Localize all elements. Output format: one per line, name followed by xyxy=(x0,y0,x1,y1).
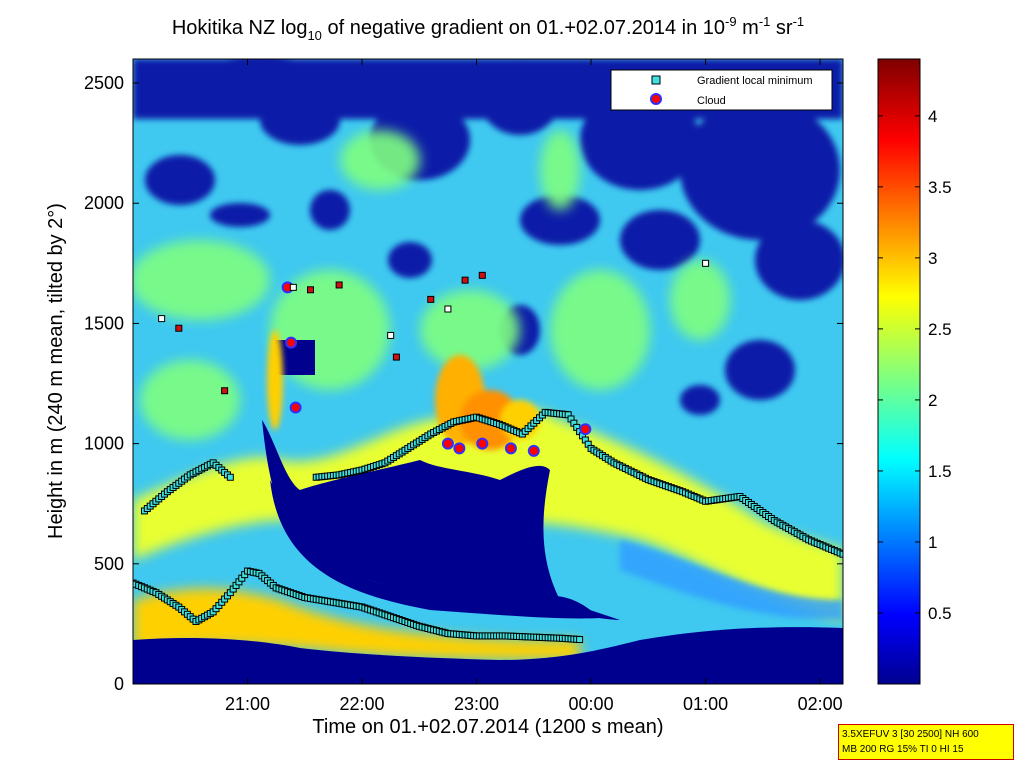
upper-minimum-marker xyxy=(392,353,400,361)
x-tick-label: 23:00 xyxy=(454,694,499,714)
upper-minimum-marker xyxy=(221,387,229,395)
colorbar-tick-label: 3.5 xyxy=(928,178,952,197)
heatmap-field xyxy=(133,59,843,684)
y-axis-title: Height in m (240 m mean, tilted by 2°) xyxy=(45,203,67,539)
cloud-marker xyxy=(527,444,540,457)
colorbar-tick-label: 1 xyxy=(928,533,937,552)
x-tick-label: 01:00 xyxy=(683,694,728,714)
upper-minimum-marker xyxy=(289,283,297,291)
cloud-marker xyxy=(453,442,466,455)
y-axis: 0 500 1000 1500 2000 2500 xyxy=(84,73,843,694)
x-tick-label: 22:00 xyxy=(340,694,385,714)
x-tick-label: 02:00 xyxy=(798,694,843,714)
y-tick-label: 2000 xyxy=(84,193,124,213)
legend-label-cloud: Cloud xyxy=(697,95,726,107)
upper-minimum-marker xyxy=(158,315,166,323)
cloud-marker xyxy=(289,401,302,414)
plot-frame xyxy=(132,58,844,685)
upper-minimum-marker xyxy=(307,286,314,294)
gradient-minimum-marker xyxy=(839,550,843,558)
y-tick-label: 1500 xyxy=(84,313,124,333)
legend: Gradient local minimum Cloud xyxy=(610,69,833,111)
colorbar-tick-label: 3 xyxy=(928,249,937,268)
info-line-1: 3.5XEFUV 3 [30 2500] NH 600 xyxy=(842,729,979,740)
y-tick-label: 2500 xyxy=(84,73,124,93)
colorbar-tick-label: 2 xyxy=(928,391,937,410)
y-tick-label: 0 xyxy=(114,674,124,694)
gradient-minimum-marker xyxy=(576,636,584,644)
x-tick-label: 00:00 xyxy=(569,694,614,714)
x-tick-label: 21:00 xyxy=(225,694,270,714)
legend-marker-cloud xyxy=(650,93,662,105)
upper-minimum-marker xyxy=(702,259,710,267)
upper-minimum-marker xyxy=(478,271,486,279)
cloud-marker xyxy=(285,336,298,349)
cloud-marker xyxy=(476,437,489,450)
cloud-marker xyxy=(441,437,454,450)
colorbar-tick-label: 2.5 xyxy=(928,320,952,339)
cloud-marker xyxy=(579,423,592,436)
series-layer xyxy=(133,259,843,644)
upper-minimum-marker xyxy=(387,331,395,339)
colorbar: 0.5 1 1.5 2 2.5 3 3.5 4 xyxy=(877,58,952,685)
x-axis: 21:00 22:00 23:00 00:00 01:00 02:00 xyxy=(225,59,843,714)
colorbar-ticks: 0.5 1 1.5 2 2.5 3 3.5 4 xyxy=(878,107,952,623)
colorbar-tick-label: 4 xyxy=(928,107,937,126)
gradient-minimum-marker xyxy=(226,473,234,481)
upper-minimum-marker xyxy=(427,295,435,303)
colorbar-tick-label: 1.5 xyxy=(928,462,952,481)
info-box: 3.5XEFUV 3 [30 2500] NH 600 MB 200 RG 15… xyxy=(838,724,1014,760)
y-tick-label: 500 xyxy=(94,554,124,574)
info-line-2: MB 200 RG 15% TI 0 HI 15 xyxy=(842,744,964,755)
y-tick-label: 1000 xyxy=(84,434,124,454)
x-axis-title: Time on 01.+02.07.2014 (1200 s mean) xyxy=(312,716,663,738)
colorbar-tick-label: 0.5 xyxy=(928,604,952,623)
upper-minimum-marker xyxy=(335,281,343,289)
cloud-marker xyxy=(504,442,517,455)
colorbar-gradient xyxy=(877,58,921,685)
upper-minimum-marker xyxy=(461,276,469,284)
legend-box xyxy=(610,69,833,111)
upper-minimum-marker xyxy=(175,324,183,332)
upper-minimum-marker xyxy=(444,305,452,313)
legend-label-gradient-minimum: Gradient local minimum xyxy=(697,75,813,87)
chart-title: Hokitika NZ log10 of negative gradient o… xyxy=(172,14,804,43)
legend-marker-gradient-minimum xyxy=(651,75,661,85)
